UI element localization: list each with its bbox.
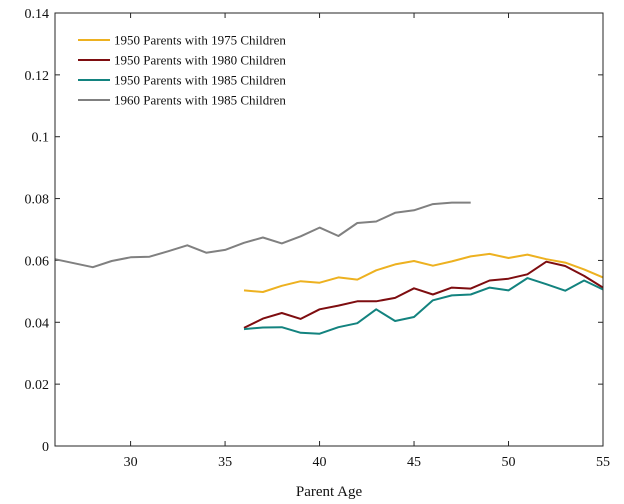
y-tick-label: 0.14 bbox=[25, 7, 50, 22]
x-axis-ticks: 30 35 40 45 50 55 bbox=[124, 13, 610, 470]
y-tick-label: 0.04 bbox=[25, 316, 50, 331]
y-tick-label: 0.08 bbox=[25, 193, 50, 208]
series-line-2 bbox=[243, 260, 604, 329]
y-tick-label: 0 bbox=[42, 440, 49, 455]
y-tick-label: 0.12 bbox=[25, 69, 50, 84]
y-tick-label: 0.1 bbox=[32, 131, 50, 146]
x-tick-label: 30 bbox=[124, 455, 138, 470]
y-axis-ticks: 0 0.02 0.04 0.06 0.08 0.1 0.12 0.14 bbox=[25, 7, 603, 455]
series-line-4 bbox=[54, 201, 471, 269]
legend-label: 1950 Parents with 1980 Children bbox=[114, 53, 286, 68]
legend-label: 1960 Parents with 1985 Children bbox=[114, 93, 286, 108]
plot-frame bbox=[54, 12, 604, 447]
x-tick-label: 40 bbox=[313, 455, 327, 470]
x-tick-label: 55 bbox=[596, 455, 610, 470]
legend-label: 1950 Parents with 1985 Children bbox=[114, 73, 286, 88]
x-tick-label: 45 bbox=[407, 455, 421, 470]
series-lines bbox=[54, 201, 604, 335]
x-axis-label: Parent Age bbox=[296, 484, 363, 500]
series-line-1 bbox=[243, 252, 604, 293]
y-tick-label: 0.06 bbox=[25, 254, 50, 269]
x-tick-label: 35 bbox=[218, 455, 232, 470]
y-tick-label: 0.02 bbox=[25, 378, 50, 393]
x-tick-label: 50 bbox=[502, 455, 516, 470]
legend: 1950 Parents with 1975 Children 1950 Pare… bbox=[78, 33, 286, 108]
series-line-3 bbox=[243, 277, 604, 335]
legend-label: 1950 Parents with 1975 Children bbox=[114, 33, 286, 48]
